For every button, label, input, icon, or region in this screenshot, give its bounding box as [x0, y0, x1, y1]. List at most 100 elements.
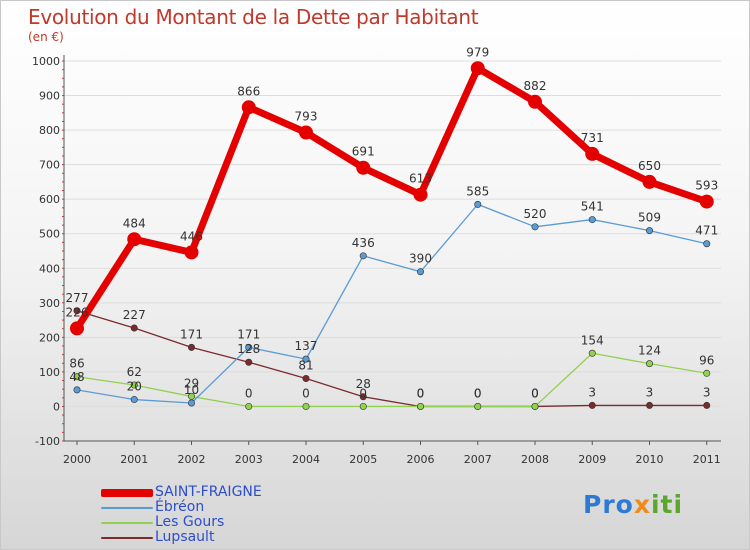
x-tick-label: 2007 — [464, 453, 492, 466]
data-label: 86 — [69, 357, 84, 371]
chart-title: Evolution du Montant de la Dette par Hab… — [28, 5, 479, 29]
data-label: 446 — [180, 229, 203, 243]
data-point — [531, 223, 539, 231]
series-line — [76, 203, 708, 404]
data-point — [413, 187, 428, 202]
data-label: 137 — [295, 339, 318, 353]
x-tick-label: 2004 — [292, 453, 320, 466]
data-point — [302, 402, 310, 410]
data-label: 171 — [180, 327, 203, 341]
data-point — [302, 374, 310, 382]
data-point — [528, 94, 542, 109]
data-point — [645, 401, 653, 409]
y-tick-label: 0 — [53, 400, 60, 413]
data-label: 484 — [123, 216, 146, 230]
data-point — [127, 232, 142, 247]
data-point — [130, 396, 138, 404]
data-label: 3 — [588, 385, 596, 399]
data-label: 96 — [699, 353, 714, 367]
x-tick-label: 2008 — [521, 453, 549, 466]
data-point — [703, 369, 711, 377]
data-label: 3 — [646, 385, 654, 399]
legend-swatch — [101, 537, 153, 539]
data-point — [356, 160, 371, 175]
data-point — [188, 399, 196, 407]
legend-label: Les Gours — [155, 514, 225, 530]
y-tick-label: 600 — [39, 193, 60, 206]
data-label: 593 — [695, 179, 718, 193]
data-point — [241, 100, 256, 115]
data-point — [245, 343, 253, 351]
data-label: 62 — [127, 365, 142, 379]
legend-item: Lupsault — [101, 529, 361, 545]
legend-item: Les Gours — [101, 514, 361, 530]
data-label: 277 — [66, 291, 89, 305]
series-line — [73, 64, 711, 332]
data-label: 154 — [581, 333, 604, 347]
data-label: 0 — [302, 386, 310, 400]
x-tick-label: 2003 — [235, 453, 263, 466]
data-label: 10 — [184, 383, 199, 397]
y-tick-label: 100 — [39, 366, 60, 379]
data-label: 509 — [638, 211, 661, 225]
data-label: 650 — [638, 159, 661, 173]
data-label: 0 — [417, 386, 425, 400]
data-point — [416, 402, 424, 410]
data-label: 0 — [474, 386, 482, 400]
data-label: 691 — [352, 145, 375, 159]
y-tick-label: -100 — [35, 435, 60, 448]
data-label: 0 — [531, 386, 539, 400]
data-label: 520 — [524, 207, 547, 221]
y-tick-label: 400 — [39, 262, 60, 275]
data-point — [416, 268, 424, 276]
data-label: 390 — [409, 252, 432, 266]
data-label: 613 — [409, 172, 432, 186]
legend-swatch — [101, 522, 153, 524]
legend-swatch — [101, 507, 153, 509]
data-point — [359, 252, 367, 260]
data-point — [73, 373, 81, 381]
data-label: 0 — [531, 386, 539, 400]
data-point — [73, 386, 81, 394]
chart-unit: (en €) — [28, 30, 64, 44]
y-tick-label: 300 — [39, 297, 60, 310]
data-label: 793 — [295, 110, 318, 124]
data-label: 979 — [466, 45, 489, 59]
y-tick-label: 500 — [39, 228, 60, 241]
data-point — [299, 125, 313, 140]
data-label: 541 — [581, 200, 604, 214]
data-point — [474, 200, 482, 208]
data-point — [130, 381, 138, 389]
data-label: 28 — [356, 377, 371, 391]
data-point — [588, 216, 596, 224]
proxiti-logo: Proxiti — [583, 490, 684, 519]
data-label: 226 — [66, 305, 89, 319]
data-point — [588, 401, 596, 409]
y-tick-label: 1000 — [32, 55, 60, 68]
data-label: 0 — [474, 386, 482, 400]
x-tick-label: 2005 — [349, 453, 377, 466]
data-point — [699, 194, 714, 209]
data-label: 227 — [123, 308, 146, 322]
data-label: 124 — [638, 344, 661, 358]
data-label: 81 — [298, 358, 313, 372]
data-label: 128 — [237, 342, 260, 356]
data-point — [642, 174, 657, 189]
series-line — [76, 310, 708, 408]
series-line — [76, 352, 708, 408]
y-tick-label: 700 — [39, 159, 60, 172]
data-label: 48 — [69, 370, 84, 384]
y-tick-label: 900 — [39, 90, 60, 103]
legend-label: Ébréon — [155, 499, 205, 515]
data-point — [245, 358, 253, 366]
x-tick-label: 2011 — [693, 453, 721, 466]
data-point — [645, 360, 653, 368]
chart-legend: SAINT-FRAIGNE Ébréon Les Gours Lupsault — [101, 484, 361, 545]
data-point — [130, 324, 138, 332]
data-point — [70, 321, 84, 336]
x-tick-label: 2006 — [407, 453, 435, 466]
legend-label: Lupsault — [155, 529, 215, 545]
data-point — [73, 307, 81, 315]
